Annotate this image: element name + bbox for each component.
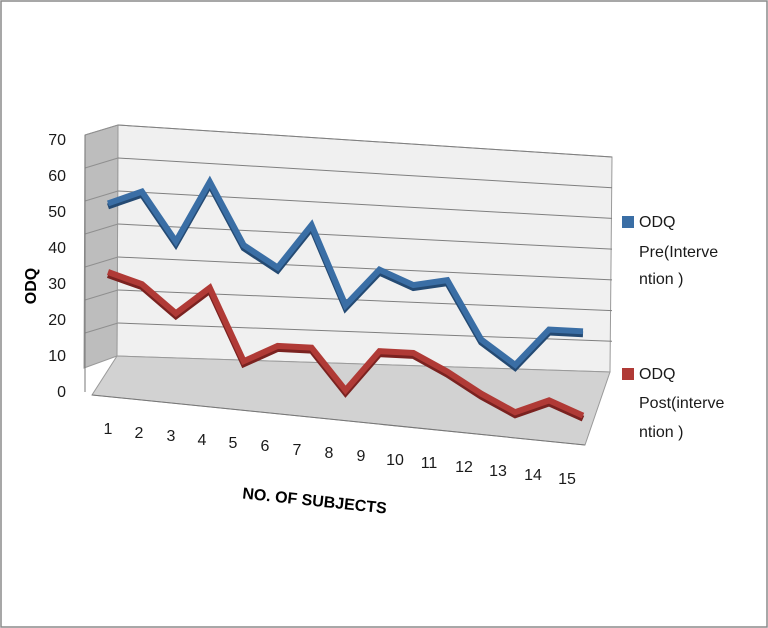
y-tick-label: 20 [48, 312, 66, 329]
x-tick-label: 13 [489, 463, 507, 480]
gridline [117, 157, 613, 189]
gridline [117, 124, 613, 158]
y-tick-label: 10 [48, 348, 66, 365]
y-tick-label: 50 [48, 204, 66, 221]
side-gridline [84, 190, 119, 202]
x-tick-label: 7 [293, 442, 302, 459]
legend-label-pre-line2: Pre(Interve [639, 244, 718, 261]
x-tick-label: 8 [325, 445, 334, 462]
legend-label-post-line3: ntion ) [639, 424, 683, 441]
legend-label-pre-line1: ODQ [639, 214, 675, 231]
y-tick-label: 60 [48, 168, 66, 185]
x-tick-label: 3 [167, 428, 176, 445]
x-tick-label: 6 [261, 438, 270, 455]
legend-label-pre-line3: ntion ) [639, 271, 683, 288]
legend-swatch-post [622, 368, 634, 380]
x-tick-label: 9 [357, 448, 366, 465]
y-tick-labels: 0 10 20 30 40 50 60 70 [48, 132, 66, 401]
x-tick-label: 11 [421, 455, 438, 472]
x-tick-label: 2 [135, 425, 144, 442]
y-axis-title: ODQ [23, 268, 40, 304]
y-tick-label: 40 [48, 240, 66, 257]
side-gridline [84, 157, 119, 169]
side-gridline [84, 256, 119, 268]
y-tick-label: 0 [57, 384, 66, 401]
y-tick-label: 30 [48, 276, 66, 293]
gridline [117, 256, 613, 281]
x-tick-label: 4 [198, 432, 207, 449]
legend-item-pre: ODQ Pre(Interve ntion ) [622, 214, 718, 288]
x-tick-label: 10 [386, 452, 404, 469]
legend-swatch-pre [622, 216, 634, 228]
y-tick-label: 70 [48, 132, 66, 149]
x-tick-label: 12 [455, 459, 473, 476]
x-tick-label: 14 [524, 467, 542, 484]
legend-item-post: ODQ Post(interve ntion ) [622, 366, 724, 441]
x-tick-label: 1 [104, 421, 113, 438]
legend-label-post-line1: ODQ [639, 366, 675, 383]
gridline [117, 322, 613, 342]
x-tick-labels: 1 2 3 4 5 6 7 8 9 10 11 12 13 14 15 [104, 421, 576, 488]
side-gridline [84, 289, 119, 301]
side-gridline [84, 223, 119, 235]
legend: ODQ Pre(Interve ntion ) ODQ Post(interve… [622, 214, 724, 441]
x-tick-label: 5 [229, 435, 238, 452]
side-gridline [84, 322, 119, 334]
gridline [117, 223, 613, 250]
x-tick-label: 15 [558, 471, 576, 488]
series-layer [106, 175, 585, 422]
x-axis-line [91, 394, 586, 446]
legend-label-post-line2: Post(interve [639, 395, 724, 412]
side-gridline [84, 124, 119, 136]
